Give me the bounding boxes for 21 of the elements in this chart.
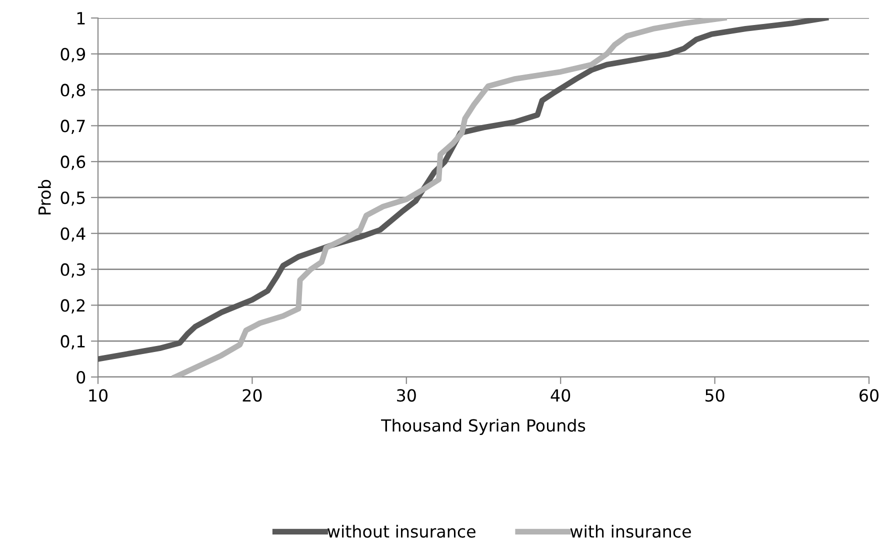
- x-axis-title: Thousand Syrian Pounds: [381, 418, 586, 435]
- y-tick-label: 0,9: [60, 48, 86, 62]
- legend-label: with insurance: [570, 524, 691, 538]
- y-tick-label: 0: [76, 370, 86, 384]
- y-tick-label: 0,8: [60, 84, 86, 98]
- y-tick-label: 0,7: [60, 120, 85, 134]
- x-tick-label: 30: [397, 389, 416, 402]
- y-tick-label: 0,1: [60, 335, 85, 350]
- y-axis-title: Prob: [38, 180, 51, 214]
- x-tick-label: 20: [242, 389, 262, 402]
- y-tick-label: 0,5: [60, 191, 85, 206]
- x-tick-label: 60: [860, 389, 878, 402]
- y-tick-label: 0,3: [60, 263, 85, 278]
- y-tick-label: 1: [77, 12, 85, 24]
- x-tick-label: 40: [550, 389, 570, 402]
- x-tick-label: 50: [705, 389, 724, 402]
- y-tick-label: 0,2: [60, 299, 85, 314]
- y-tick-label: 0,6: [60, 156, 86, 170]
- y-tick-label: 0,4: [60, 227, 86, 242]
- legend-label: without insurance: [328, 524, 476, 538]
- x-tick-label: 10: [89, 389, 108, 402]
